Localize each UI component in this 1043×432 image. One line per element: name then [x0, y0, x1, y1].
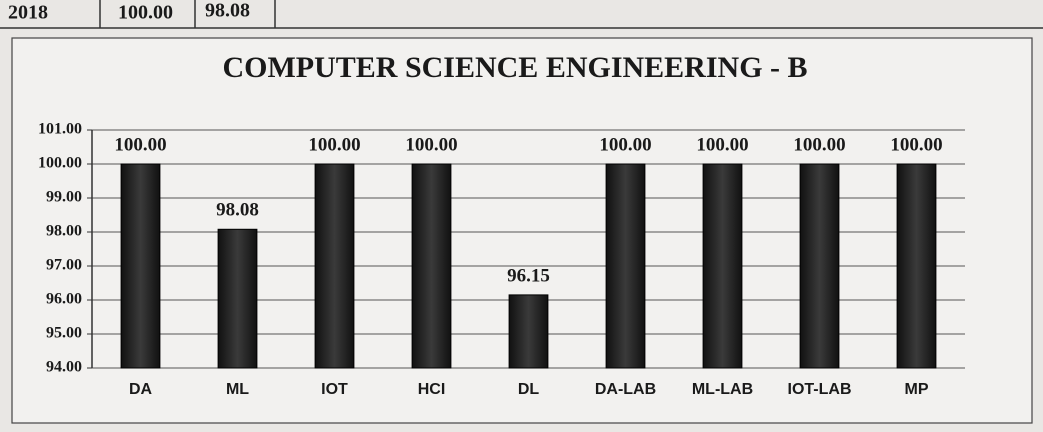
bar	[896, 163, 937, 369]
x-tick-label: ML	[226, 381, 249, 398]
data-label: 100.00	[114, 134, 166, 155]
x-tick-label: DA	[129, 381, 153, 398]
table-cell: 100.00	[118, 2, 173, 24]
y-tick-label: 99.00	[46, 189, 82, 206]
y-tick-label: 100.00	[38, 155, 82, 172]
y-tick-label: 97.00	[46, 257, 82, 274]
bar	[120, 163, 161, 369]
y-tick-label: 94.00	[46, 359, 82, 376]
data-label: 100.00	[405, 134, 457, 155]
bar	[314, 163, 355, 369]
data-label: 100.00	[308, 134, 360, 155]
x-tick-label: IOT	[321, 381, 348, 398]
bar	[411, 163, 452, 369]
x-tick-label: MP	[905, 381, 929, 398]
data-label: 100.00	[793, 134, 845, 155]
x-tick-label: HCI	[418, 381, 446, 398]
chart-title: COMPUTER SCIENCE ENGINEERING - B	[222, 51, 807, 84]
x-tick-label: DL	[518, 381, 540, 398]
y-tick-label: 101.00	[38, 121, 82, 138]
table-cell: 98.08	[205, 0, 250, 22]
bar	[217, 228, 258, 369]
x-tick-label: DA-LAB	[595, 381, 656, 398]
y-tick-label: 96.00	[46, 291, 82, 308]
bar	[605, 163, 646, 369]
bar	[702, 163, 743, 369]
bar	[508, 294, 549, 369]
y-tick-label: 98.00	[46, 223, 82, 240]
table-cell: 2018	[8, 2, 48, 24]
data-label: 96.15	[507, 265, 550, 286]
data-label: 100.00	[890, 134, 942, 155]
bar	[799, 163, 840, 369]
y-tick-label: 95.00	[46, 325, 82, 342]
x-tick-label: IOT-LAB	[788, 381, 852, 398]
x-tick-label: ML-LAB	[692, 381, 753, 398]
data-label: 98.08	[216, 200, 259, 221]
data-label: 100.00	[696, 134, 748, 155]
data-label: 100.00	[599, 134, 651, 155]
